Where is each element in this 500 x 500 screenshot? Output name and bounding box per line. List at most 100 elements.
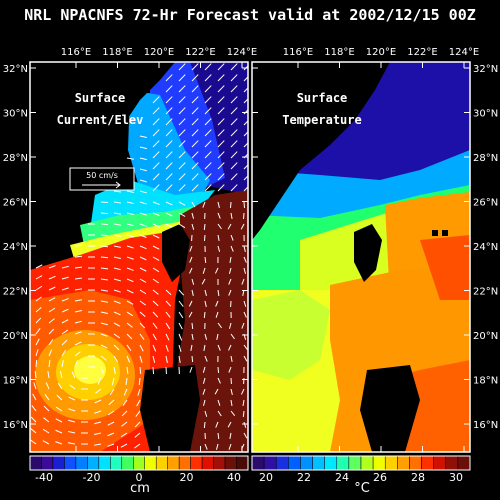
current-vector — [138, 377, 141, 386]
current-vector — [228, 344, 232, 351]
current-vector — [165, 173, 173, 181]
current-vector — [48, 318, 55, 324]
current-vector — [35, 317, 42, 324]
current-vector — [94, 421, 102, 425]
current-vectors — [30, 63, 248, 450]
current-vector — [165, 322, 171, 330]
current-vector — [243, 432, 248, 439]
current-vector — [45, 382, 50, 390]
current-vector — [152, 344, 157, 352]
current-vector — [35, 307, 42, 313]
current-vector — [178, 151, 186, 159]
luzon-land-right — [360, 365, 420, 452]
current-vector — [243, 256, 247, 263]
current-vector — [204, 63, 212, 71]
current-vector — [240, 223, 245, 230]
current-vector — [152, 162, 160, 170]
colorbar-swatch — [201, 455, 214, 471]
current-vector — [165, 118, 173, 126]
current-vector — [61, 265, 69, 269]
current-vector — [61, 287, 69, 291]
current-vector — [230, 399, 233, 407]
current-vector — [152, 333, 157, 341]
current-vector — [48, 349, 53, 357]
current-vector — [113, 311, 121, 316]
current-vector — [134, 432, 141, 438]
current-vector — [68, 442, 76, 445]
colorbar-swatch — [167, 455, 180, 471]
current-vector — [165, 140, 173, 148]
current-vector — [126, 234, 134, 238]
current-vector — [217, 234, 220, 241]
current-vector — [243, 355, 248, 362]
current-vector — [43, 417, 50, 423]
current-vector — [126, 223, 134, 227]
taiwan-land-right — [354, 224, 382, 282]
current-vector — [215, 421, 219, 428]
current-vector — [74, 277, 83, 280]
current-vector — [190, 344, 193, 351]
current-vector — [203, 399, 206, 406]
current-vector — [120, 432, 128, 438]
current-vector — [35, 349, 39, 357]
current-vector — [217, 344, 221, 351]
current-vector — [243, 300, 247, 307]
current-vector — [113, 300, 121, 304]
current-vector — [242, 399, 245, 406]
current-vector — [217, 63, 225, 71]
current-vector — [100, 344, 108, 349]
current-vector — [217, 140, 225, 148]
current-vector — [113, 223, 121, 226]
current-vector — [69, 384, 76, 390]
colorbar-swatch — [52, 455, 65, 471]
current-vector — [216, 333, 219, 340]
current-vector — [139, 289, 147, 295]
current-vector — [74, 244, 83, 247]
current-vector — [152, 96, 160, 104]
current-vector — [203, 421, 206, 429]
longitude-labels: 116°E 118°E 120°E 122°E 124°E 116°E 118°E 120°E… — [61, 47, 479, 58]
colorbar-swatch — [110, 455, 123, 471]
current-vector — [152, 184, 160, 192]
current-vector — [55, 441, 63, 445]
colorbar-tick-label: 24 — [335, 471, 349, 484]
lat-label-right: 18°N — [473, 376, 498, 387]
current-vector — [34, 370, 37, 379]
current-vector — [139, 201, 147, 205]
current-vector — [217, 223, 222, 230]
current-vector — [113, 333, 121, 339]
current-vector — [68, 419, 76, 423]
colorbar-frame — [29, 455, 249, 471]
current-vector — [68, 408, 76, 412]
current-vector — [126, 190, 134, 193]
current-vector — [126, 366, 129, 375]
right-map-panel: Surface Temperature — [251, 61, 471, 453]
china-land-right — [252, 62, 390, 240]
current-vector — [48, 265, 56, 269]
eddy-core — [74, 356, 106, 384]
left-map-panel: Surface Current/Elev 50 cm/s — [29, 61, 249, 453]
current-vector — [191, 85, 199, 93]
current-vector — [204, 184, 212, 192]
current-vector — [152, 278, 160, 284]
current-vector — [126, 333, 133, 340]
current-vector — [100, 355, 107, 361]
current-vector — [217, 245, 221, 252]
current-vector — [230, 245, 234, 252]
current-vector — [243, 142, 248, 148]
current-vector — [113, 344, 120, 351]
current-vector — [100, 256, 109, 259]
current-vector — [35, 285, 43, 291]
current-vector — [48, 338, 54, 346]
lat-label-right: 16°N — [473, 420, 498, 431]
scale-label: 50 cm/s — [86, 171, 118, 180]
current-vector — [191, 63, 199, 71]
current-vector — [243, 87, 248, 93]
current-vector — [100, 300, 108, 303]
colorbar-swatch — [155, 455, 168, 471]
current-vector — [74, 255, 83, 258]
current-vector — [243, 245, 246, 252]
colorbar-swatch — [336, 455, 350, 471]
current-vector — [126, 256, 134, 260]
